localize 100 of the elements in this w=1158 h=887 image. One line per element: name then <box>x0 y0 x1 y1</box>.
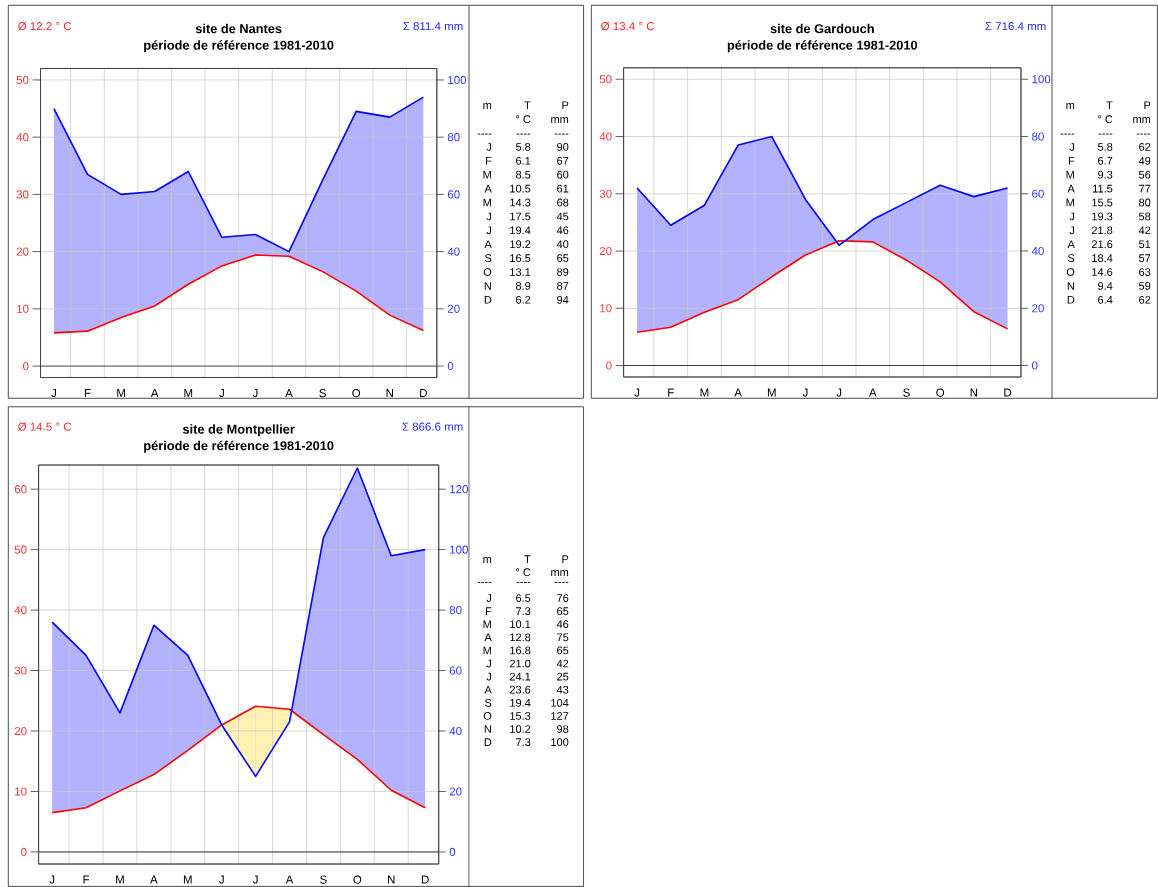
category-label: O <box>483 712 492 720</box>
text: 23.6 <box>509 685 531 694</box>
y2-tick-label: 0 <box>449 847 456 856</box>
text: ° C <box>516 568 531 577</box>
chart-title: site de Montpellier <box>182 424 295 437</box>
category-label: O <box>1066 268 1075 276</box>
text: 21.0 <box>509 659 531 668</box>
x-tick-label: A <box>285 389 293 397</box>
text: 58 <box>1139 212 1151 221</box>
category-label: J <box>486 143 491 151</box>
text: 14.3 <box>510 198 531 207</box>
y2-tick-label: 120 <box>450 485 468 494</box>
y2-tick-label: 60 <box>447 190 460 199</box>
category-label: M <box>483 646 491 655</box>
text: P <box>1144 101 1151 109</box>
text: 19.3 <box>1092 212 1113 221</box>
text: 59 <box>1139 282 1151 290</box>
text: mm <box>551 117 569 123</box>
category-label: M <box>1066 170 1074 179</box>
text: T <box>524 101 531 109</box>
category-label: F <box>1069 157 1075 165</box>
text: 19.2 <box>510 240 531 249</box>
category-label: N <box>1067 282 1074 290</box>
category-label: S <box>484 254 492 262</box>
x-tick-label: A <box>285 875 294 884</box>
y-tick-label: 50 <box>14 545 27 554</box>
category-label: N <box>484 725 491 733</box>
y2-tick-label: 80 <box>1032 132 1044 141</box>
text: 51 <box>1139 240 1151 249</box>
category-label: J <box>486 659 491 668</box>
chart-subtitle: période de référence 1981-2010 <box>727 40 918 53</box>
chart-title: site de Gardouch <box>770 23 874 34</box>
category-label: J <box>486 212 491 221</box>
text: 68 <box>557 198 569 207</box>
text: Σ 811.4 mm <box>403 22 463 31</box>
chart-subtitle: période de référence 1981-2010 <box>144 440 334 453</box>
x-tick-label: J <box>252 875 258 884</box>
text: 14.6 <box>1092 268 1113 276</box>
text: Σ 716.4 mm <box>985 22 1046 31</box>
text: 65 <box>557 254 569 262</box>
x-tick-label: S <box>320 875 327 884</box>
text: 17.5 <box>510 212 531 221</box>
category-label: A <box>484 184 492 193</box>
text: 43 <box>556 685 569 694</box>
text: 6.5 <box>516 594 531 602</box>
line-series <box>53 96 425 253</box>
text: 8.9 <box>515 282 531 290</box>
text: ---- <box>477 133 492 135</box>
text: ---- <box>554 133 569 135</box>
text: 98 <box>557 725 569 733</box>
category-label: D <box>484 296 492 304</box>
text: ---- <box>554 582 569 583</box>
text: 21.6 <box>1091 240 1113 249</box>
y2-tick-label: 20 <box>1032 304 1044 313</box>
chart-subtitle: période de référence 1981-2010 <box>144 40 334 53</box>
text: 25 <box>557 672 569 681</box>
y-tick-label: 20 <box>599 246 612 256</box>
text: 9.3 <box>1098 170 1113 179</box>
text: 45 <box>556 212 569 221</box>
y2-tick-label: 60 <box>1032 189 1044 198</box>
category-label: M <box>483 620 491 628</box>
text: 6.2 <box>516 295 531 304</box>
y-tick-label: 40 <box>16 133 29 142</box>
text: 10.2 <box>510 725 531 733</box>
text: 63 <box>1139 268 1151 276</box>
text: 49 <box>1138 156 1151 165</box>
x-tick-label: M <box>700 388 709 397</box>
text: 7.3 <box>516 738 531 747</box>
x-tick-label: J <box>836 388 842 397</box>
text: 16.5 <box>510 254 531 262</box>
x-tick-label: M <box>184 389 193 397</box>
line-series <box>636 239 1009 334</box>
text: m <box>483 103 492 109</box>
y-tick-label: 10 <box>17 304 29 313</box>
y-tick-label: 30 <box>599 189 612 198</box>
text: 56 <box>1139 170 1151 179</box>
x-tick-label: S <box>319 389 326 398</box>
x-tick-label: F <box>84 389 91 397</box>
y-tick-label: 30 <box>16 190 29 199</box>
x-tick-label: A <box>150 389 159 397</box>
text: ---- <box>1136 133 1151 135</box>
text: 46 <box>556 226 569 235</box>
x-tick-label: A <box>734 388 742 397</box>
y-tick-label: 30 <box>14 666 27 675</box>
category-label: F <box>486 607 492 615</box>
x-tick-label: M <box>116 875 124 884</box>
text: Ø 13.4 ° C <box>601 21 655 31</box>
category-label: D <box>1067 296 1075 304</box>
text: 46 <box>556 620 569 629</box>
chart-title: site de Nantes <box>195 23 282 34</box>
text: 65 <box>557 607 569 616</box>
y-tick-label: 0 <box>21 847 27 856</box>
text: 18.4 <box>1092 254 1113 262</box>
y-tick-label: 10 <box>600 304 612 313</box>
text: 89 <box>557 268 569 276</box>
category-label: A <box>1067 184 1075 193</box>
text: 6.7 <box>1098 156 1113 165</box>
text: Ø 14.5 ° C <box>18 422 72 431</box>
x-tick-label: S <box>903 388 910 397</box>
text: 104 <box>551 698 569 707</box>
